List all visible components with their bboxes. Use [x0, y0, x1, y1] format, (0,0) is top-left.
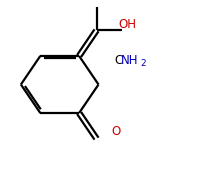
Text: C: C [114, 54, 122, 67]
Text: OH: OH [118, 18, 136, 31]
Text: 2: 2 [140, 59, 146, 68]
Text: O: O [111, 125, 121, 138]
Text: NH: NH [120, 54, 138, 67]
